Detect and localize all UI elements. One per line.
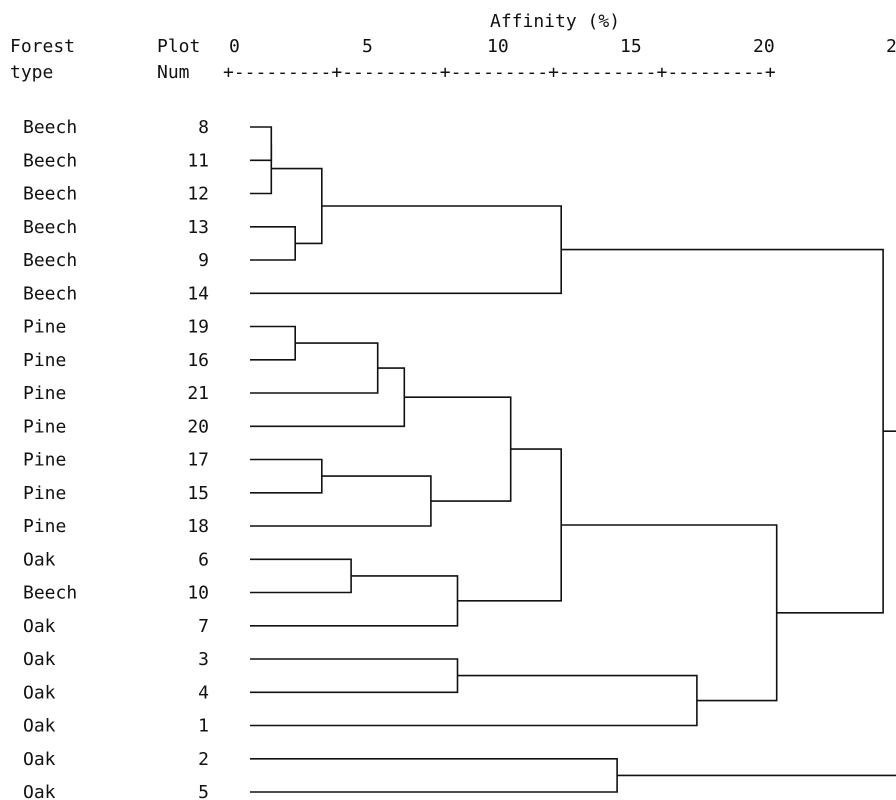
plot-num-label: 15 — [187, 483, 209, 504]
cluster-link — [250, 143, 273, 195]
forest-type-label: Beech — [23, 117, 77, 138]
forest-type-label: Beech — [23, 150, 77, 171]
forest-type-label: Beech — [23, 217, 77, 238]
plot-num-label: 2 — [198, 749, 209, 770]
plot-num-label: 12 — [187, 184, 209, 205]
plot-num-label: 16 — [187, 350, 209, 371]
axis-tick-label: 15 — [620, 36, 642, 57]
forest-type-label: Pine — [23, 317, 66, 338]
cluster-link — [250, 758, 618, 793]
plot-num-label: 7 — [198, 616, 209, 637]
forest-type-label: Beech — [23, 583, 77, 604]
axis-ticks: 0 5 10 15 20 25 — [229, 36, 896, 57]
forest-type-header-line2: type — [10, 62, 53, 83]
plot-num-label: 6 — [198, 549, 209, 570]
forest-type-label: Beech — [23, 250, 77, 271]
cluster-link — [250, 558, 352, 594]
cluster-link — [250, 126, 273, 162]
plot-num-label: 17 — [187, 450, 209, 471]
plot-num-label: 21 — [187, 383, 209, 404]
cluster-link — [561, 524, 778, 702]
axis-tick-label: 5 — [362, 36, 373, 57]
axis-title: Affinity (%) — [490, 11, 620, 32]
cluster-link — [250, 674, 698, 727]
axis-tick-label: 10 — [487, 36, 509, 57]
axis-tick-label: 0 — [229, 36, 240, 57]
cluster-link — [250, 226, 296, 261]
cluster-link — [250, 458, 323, 494]
plot-num-label: 11 — [187, 150, 209, 171]
axis-tick-label: 25 — [886, 36, 896, 57]
plot-num-label: 1 — [198, 716, 209, 737]
cluster-link — [250, 342, 379, 394]
forest-type-label: Pine — [23, 483, 66, 504]
cluster-link — [250, 475, 432, 527]
forest-type-label: Oak — [23, 716, 56, 737]
cluster-link — [561, 248, 884, 614]
plot-num-header-line2: Num — [157, 62, 190, 83]
axis-ruler: +---------+---------+---------+---------… — [223, 62, 776, 83]
plot-num-label: 14 — [187, 283, 209, 304]
forest-type-header-line1: Forest — [10, 36, 75, 57]
forest-type-label: Oak — [23, 782, 56, 800]
forest-type-label: Oak — [23, 682, 56, 703]
forest-type-label: Oak — [23, 749, 56, 770]
forest-type-label: Pine — [23, 416, 66, 437]
plot-num-header-line1: Plot — [157, 36, 200, 57]
forest-type-label: Oak — [23, 649, 56, 670]
plot-num-label: 19 — [187, 317, 209, 338]
plot-num-label: 10 — [187, 583, 209, 604]
forest-type-label: Pine — [23, 350, 66, 371]
forest-type-label: Oak — [23, 616, 56, 637]
cluster-link — [250, 575, 459, 627]
forest-type-label: Pine — [23, 450, 66, 471]
dendrogram-links — [250, 126, 896, 793]
cluster-link — [271, 167, 323, 245]
cluster-link — [250, 658, 459, 694]
plot-num-label: 13 — [187, 217, 209, 238]
cluster-link — [617, 430, 896, 777]
plot-num-label: 8 — [198, 117, 209, 138]
cluster-link — [250, 367, 406, 428]
plot-num-label: 20 — [187, 416, 209, 437]
forest-type-label: Beech — [23, 184, 77, 205]
axis-tick-label: 20 — [753, 36, 775, 57]
plot-num-label: 18 — [187, 516, 209, 537]
cluster-link — [250, 205, 562, 295]
forest-type-label: Beech — [23, 283, 77, 304]
forest-type-label: Oak — [23, 549, 56, 570]
cluster-link — [404, 396, 512, 502]
cluster-link — [457, 448, 562, 602]
plot-num-label: 9 — [198, 250, 209, 271]
cluster-link — [250, 325, 296, 361]
plot-num-label: 3 — [198, 649, 209, 670]
plot-num-label: 4 — [198, 682, 209, 703]
plot-num-label: 5 — [198, 782, 209, 800]
forest-type-label: Pine — [23, 383, 66, 404]
forest-type-label: Pine — [23, 516, 66, 537]
